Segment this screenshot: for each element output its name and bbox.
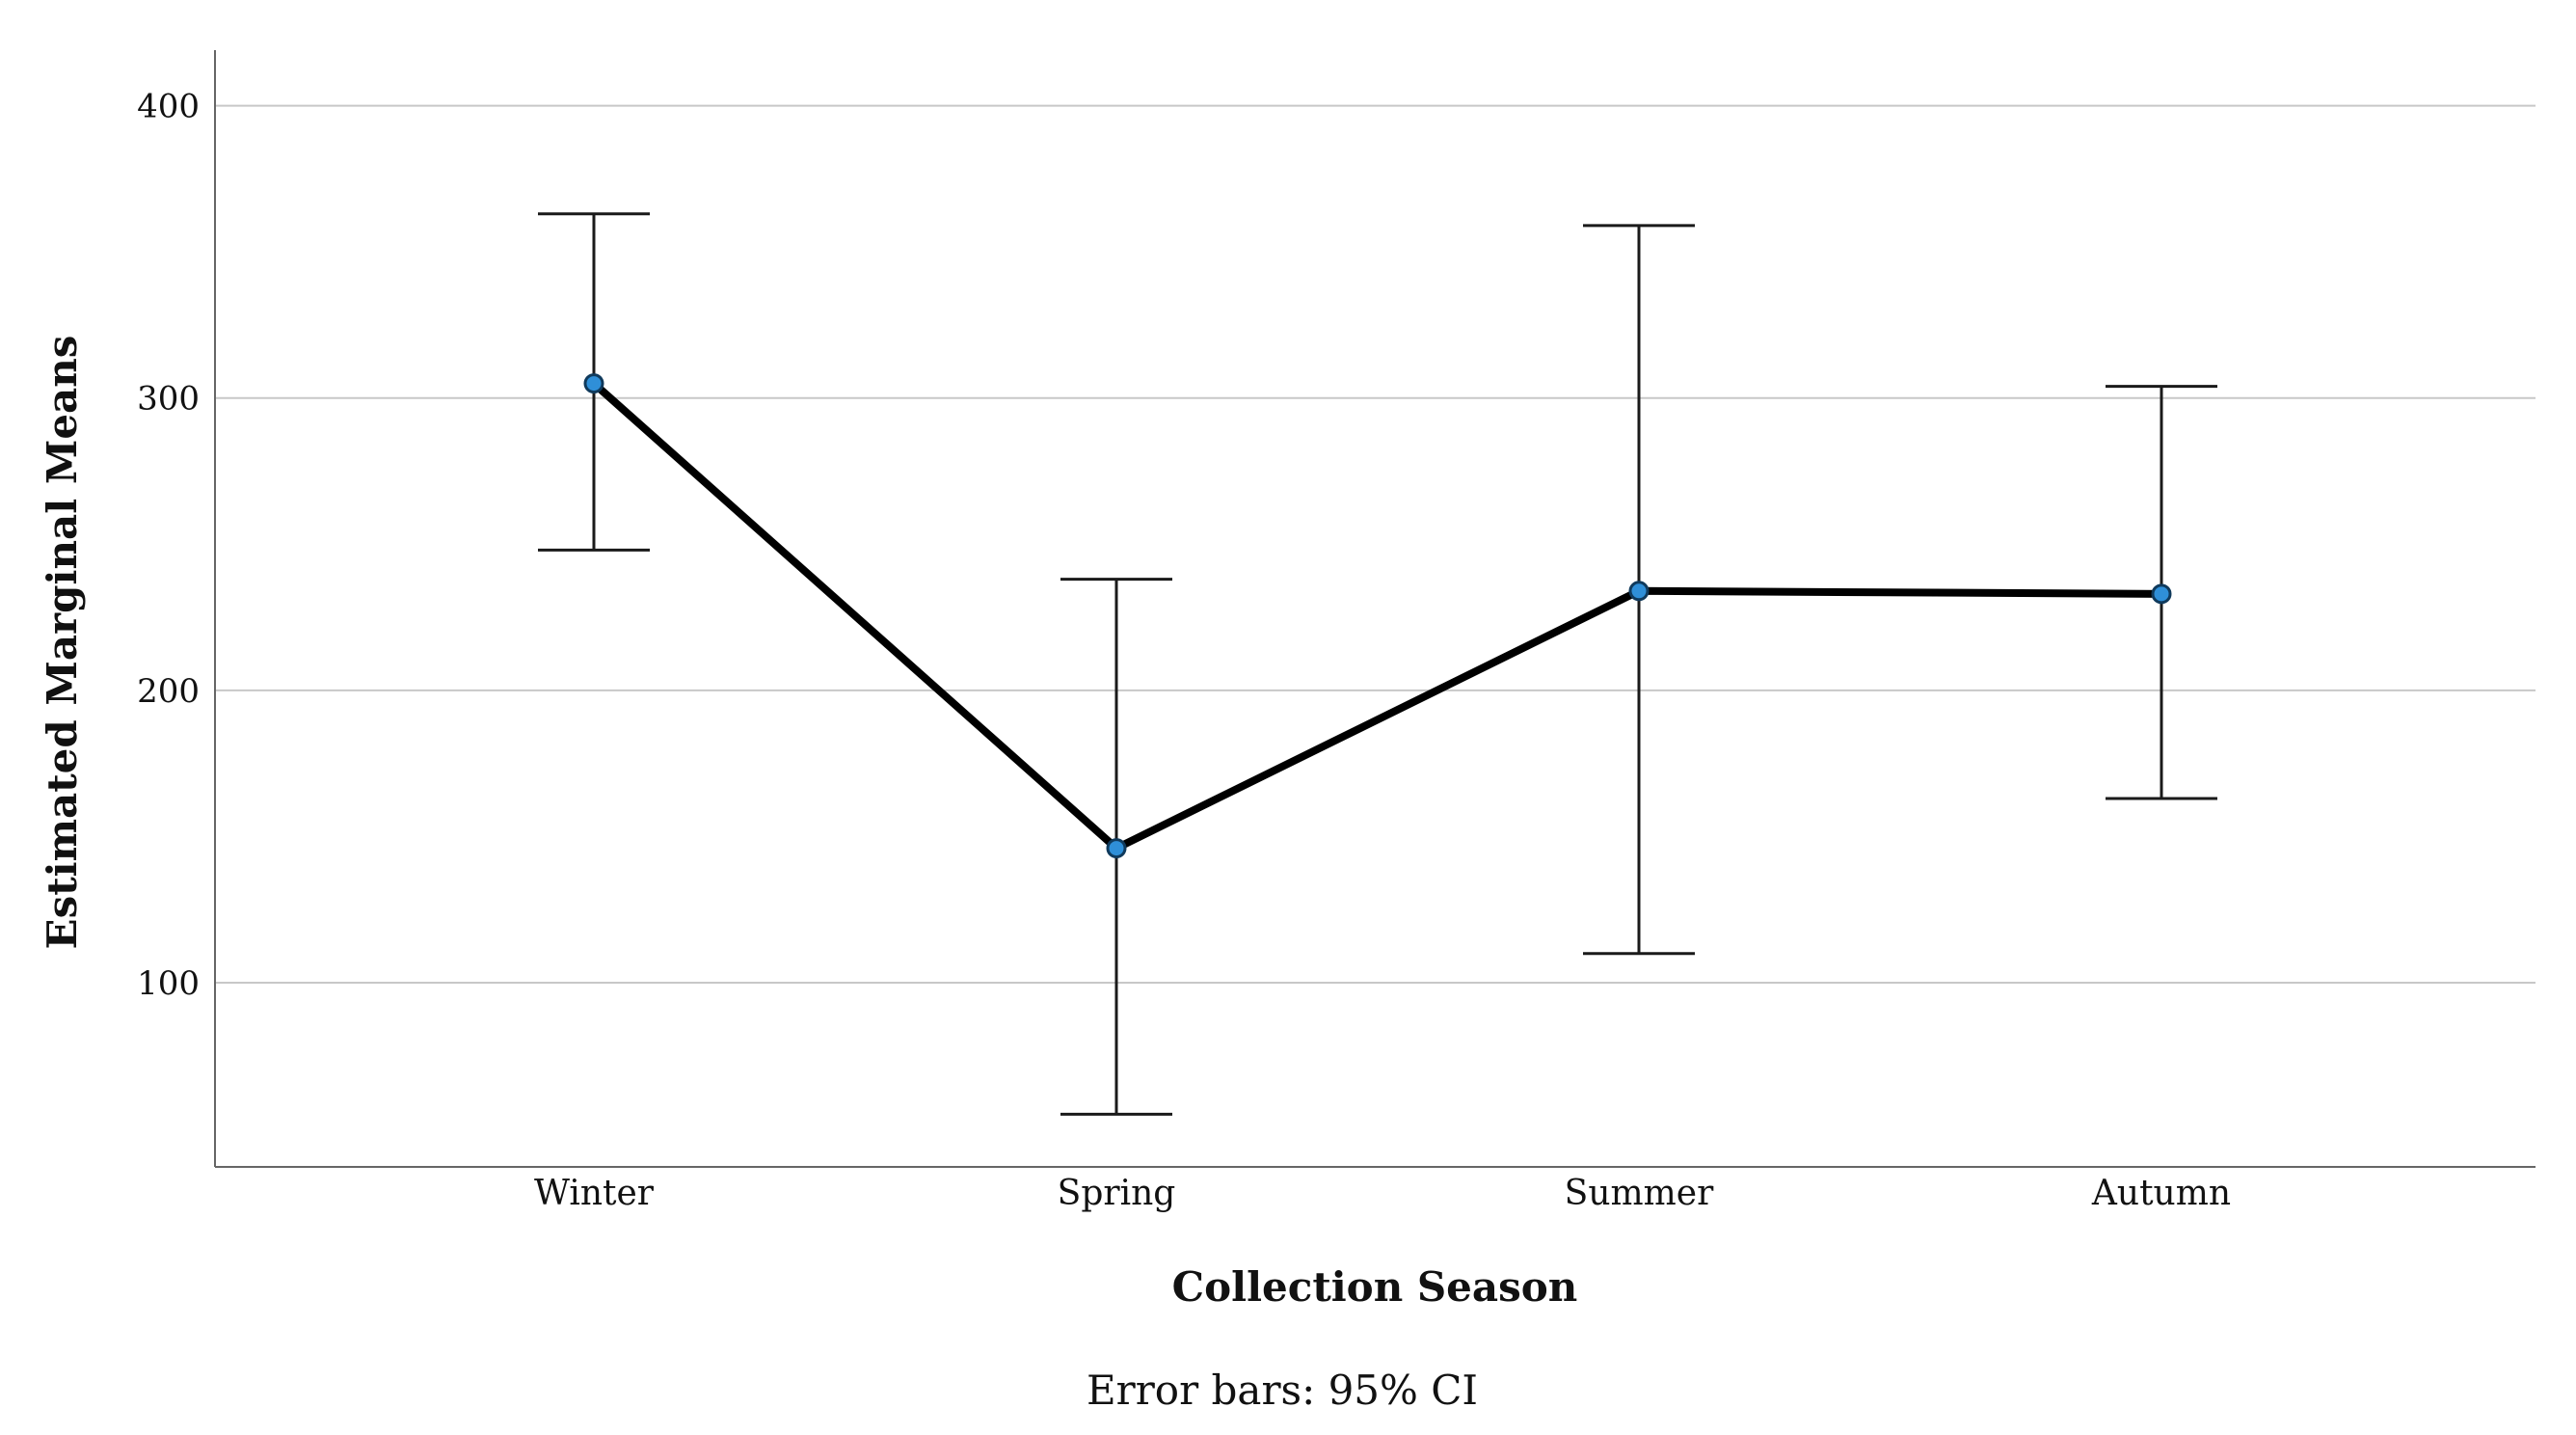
y-tick-label: 400 bbox=[137, 88, 200, 126]
axes bbox=[214, 50, 2536, 1168]
x-tick-label-winter: Winter bbox=[534, 1174, 655, 1213]
x-tick-label-summer: Summer bbox=[1565, 1174, 1714, 1213]
error-bars bbox=[538, 212, 2217, 1116]
y-tick-label: 100 bbox=[137, 964, 200, 1003]
x-axis-title: Collection Season bbox=[1172, 1263, 1578, 1311]
footnote-error-bars: Error bars: 95% CI bbox=[1087, 1367, 1478, 1414]
y-tick-labels: 100 200 300 400 bbox=[137, 88, 200, 1003]
x-tick-label-autumn: Autumn bbox=[2091, 1174, 2231, 1213]
data-point-winter bbox=[583, 373, 604, 394]
series-line-layer bbox=[590, 379, 2165, 853]
x-tick-label-spring: Spring bbox=[1058, 1174, 1176, 1213]
data-point-autumn bbox=[2151, 583, 2172, 605]
data-point-summer bbox=[1628, 581, 1650, 602]
x-tick-labels: Winter Spring Summer Autumn bbox=[534, 1174, 2231, 1213]
y-tick-label: 200 bbox=[137, 672, 200, 711]
series-line bbox=[590, 379, 2165, 853]
data-point-spring bbox=[1106, 838, 1127, 859]
y-tick-label: 300 bbox=[137, 380, 200, 419]
data-points bbox=[583, 373, 2172, 859]
gridlines bbox=[215, 104, 2536, 985]
y-axis-title: Estimated Marginal Means bbox=[39, 336, 86, 950]
